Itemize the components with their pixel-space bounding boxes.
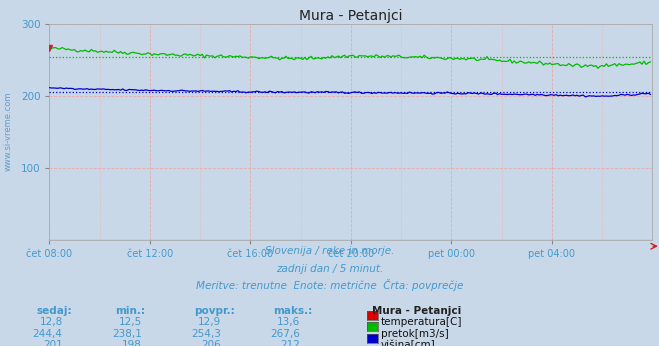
Text: 12,5: 12,5 [119, 317, 142, 327]
Text: temperatura[C]: temperatura[C] [381, 317, 463, 327]
Text: 12,9: 12,9 [198, 317, 221, 327]
Text: pretok[m3/s]: pretok[m3/s] [381, 329, 449, 339]
Text: povpr.:: povpr.: [194, 306, 235, 316]
Text: 12,8: 12,8 [40, 317, 63, 327]
Text: 198: 198 [122, 340, 142, 346]
Text: Meritve: trenutne  Enote: metrične  Črta: povprečje: Meritve: trenutne Enote: metrične Črta: … [196, 279, 463, 291]
Text: Slovenija / reke in morje.: Slovenija / reke in morje. [265, 246, 394, 256]
Text: Mura - Petanjci: Mura - Petanjci [372, 306, 461, 316]
Text: 254,3: 254,3 [191, 329, 221, 339]
Text: 244,4: 244,4 [33, 329, 63, 339]
Text: 13,6: 13,6 [277, 317, 300, 327]
Text: 267,6: 267,6 [270, 329, 300, 339]
Text: min.:: min.: [115, 306, 146, 316]
Text: zadnji dan / 5 minut.: zadnji dan / 5 minut. [276, 264, 383, 274]
Text: 238,1: 238,1 [112, 329, 142, 339]
Text: www.si-vreme.com: www.si-vreme.com [3, 92, 13, 171]
Text: 212: 212 [280, 340, 300, 346]
Text: 206: 206 [201, 340, 221, 346]
Text: 201: 201 [43, 340, 63, 346]
Text: višina[cm]: višina[cm] [381, 340, 436, 346]
Text: maks.:: maks.: [273, 306, 313, 316]
Text: sedaj:: sedaj: [36, 306, 72, 316]
Title: Mura - Petanjci: Mura - Petanjci [299, 9, 403, 23]
